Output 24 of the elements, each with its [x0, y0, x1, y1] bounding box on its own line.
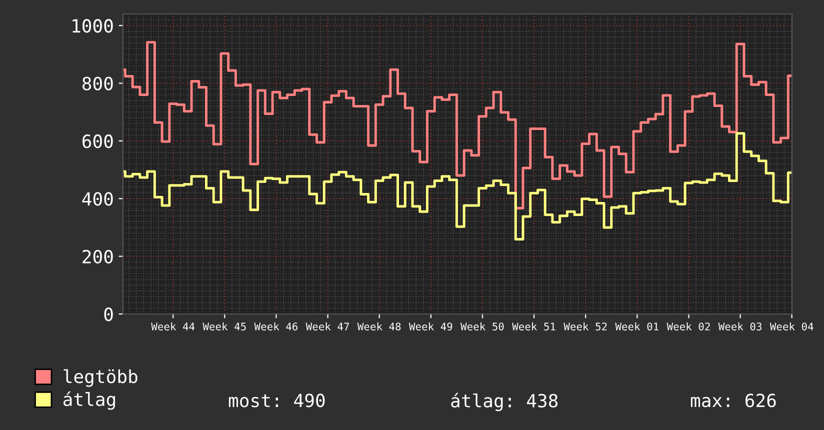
x-tick-label: Week 52: [564, 322, 607, 330]
x-tick-label: Week 44: [151, 322, 195, 330]
x-tick-label: Week 49: [408, 322, 452, 330]
legend-label: átlag: [63, 391, 115, 410]
y-tick-label: 0: [104, 308, 113, 322]
y-tick-label: 200: [82, 250, 113, 264]
text: átlag: 438: [451, 392, 558, 412]
x-tick-label: Week 45: [202, 322, 246, 330]
x-tick-label: Week 02: [666, 322, 710, 330]
x-tick-label: Week 50: [460, 322, 504, 330]
x-tick-label: Week 48: [357, 322, 401, 330]
x-tick-label: Week 04: [770, 322, 814, 330]
y-tick-label: 800: [82, 76, 113, 90]
x-tick-label: Week 01: [615, 322, 658, 330]
x-tick-label: Week 51: [512, 322, 556, 330]
text: most: 490: [228, 394, 325, 408]
y-tick-label: 600: [82, 134, 113, 148]
y-tick-label: 1000: [72, 19, 113, 33]
x-tick-label: Week 46: [254, 322, 298, 330]
x-tick-label: Week 03: [718, 322, 762, 330]
legend-label: legtöbb: [64, 369, 138, 387]
y-tick-label: 400: [82, 192, 113, 206]
x-tick-label: Week 47: [306, 322, 349, 330]
text: max: 626: [690, 394, 776, 408]
